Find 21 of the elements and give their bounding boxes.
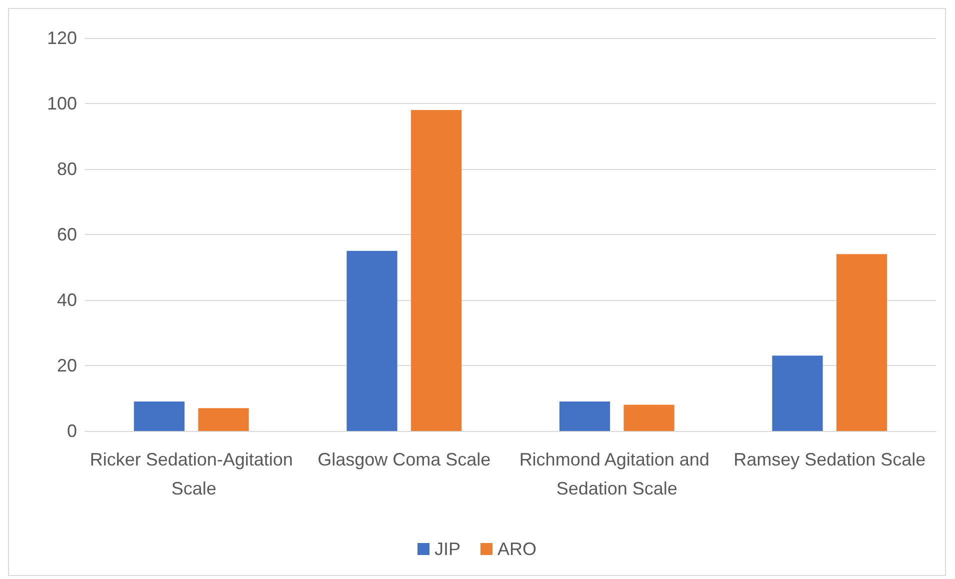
bar: [346, 250, 398, 431]
x-tick-label: Ricker Sedation-Agitation Scale: [90, 450, 293, 498]
x-tick-label: Glasgow Coma Scale: [318, 450, 491, 470]
y-tick-label: 100: [46, 94, 77, 114]
legend-label: JIP: [434, 539, 461, 559]
bar: [836, 254, 888, 431]
bar: [410, 110, 462, 431]
bar: [624, 404, 674, 431]
y-tick-label: 20: [56, 356, 77, 376]
x-tick-label: Richmond Agitation and Sedation Scale: [519, 450, 714, 498]
y-tick-label: 40: [56, 290, 77, 310]
y-tick-label: 0: [66, 421, 77, 441]
legend-label: ARO: [498, 539, 537, 559]
bar: [559, 402, 610, 431]
y-tick-label: 80: [56, 159, 77, 179]
bar: [198, 408, 249, 431]
y-tick-label: 60: [56, 224, 77, 244]
y-tick-label: 120: [46, 28, 77, 48]
bar: [134, 402, 185, 431]
bar: [772, 356, 823, 431]
x-tick-label: Ramsey Sedation Scale: [734, 450, 926, 470]
